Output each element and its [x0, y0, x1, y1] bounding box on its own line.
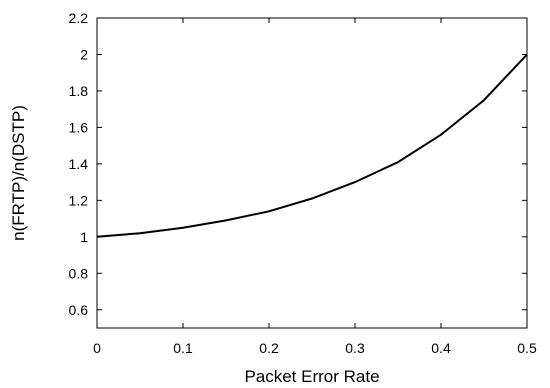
- y-axis-label: n(FRTP)/n(DSTP): [9, 105, 28, 241]
- y-axis: 0.6 0.8 1 1.2 1.4 1.6 1.8 2 2.2: [69, 10, 527, 318]
- x-tick-label: 0.4: [431, 340, 451, 356]
- y-tick-label: 1.4: [69, 156, 89, 172]
- y-tick-label: 1.6: [69, 119, 89, 135]
- y-tick-label: 1.8: [69, 83, 89, 99]
- y-tick-label: 0.8: [69, 265, 89, 281]
- y-tick-label: 2.2: [69, 10, 89, 26]
- plot-frame: [96, 17, 528, 329]
- x-axis-label: Packet Error Rate: [244, 367, 379, 386]
- x-axis: 0 0.1 0.2 0.3 0.4 0.5: [93, 18, 537, 356]
- x-tick-label: 0.5: [517, 340, 537, 356]
- y-tick-label: 0.6: [69, 302, 89, 318]
- series-line: [96, 53, 528, 238]
- x-tick-label: 0.2: [259, 340, 279, 356]
- y-tick-label: 1.2: [69, 192, 89, 208]
- y-tick-label: 2: [80, 46, 88, 62]
- x-tick-label: 0: [93, 340, 101, 356]
- x-tick-label: 0.3: [345, 340, 365, 356]
- x-tick-label: 0.1: [173, 340, 193, 356]
- y-tick-label: 1: [80, 229, 88, 245]
